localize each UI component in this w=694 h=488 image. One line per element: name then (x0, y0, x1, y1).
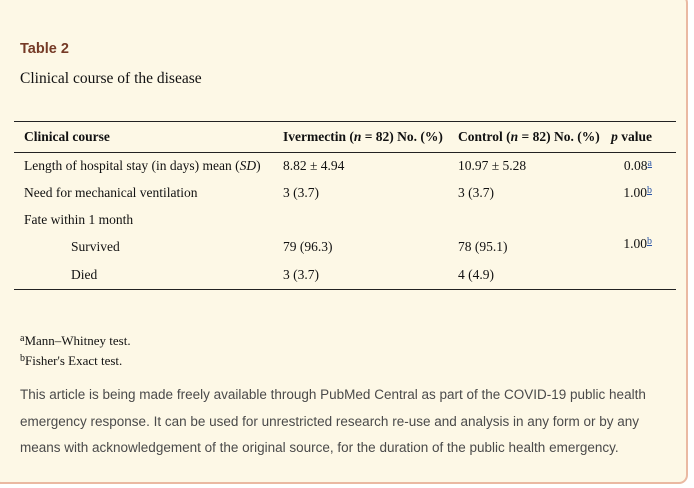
table-header-row: Clinical course Ivermectin (n = 82) No. … (14, 121, 676, 153)
footnote-link-a[interactable]: a (647, 158, 652, 170)
row-label: Length of hospital stay (in days) mean (… (24, 158, 261, 174)
table-row: Died 3 (3.7) 4 (4.9) (14, 260, 676, 290)
footnote-a-marker: a (20, 333, 25, 344)
table-row: Need for mechanical ventilation 3 (3.7) … (14, 180, 676, 207)
control-value: 10.97 ± 5.28 (458, 158, 527, 174)
table-row: Length of hospital stay (in days) mean (… (14, 153, 676, 180)
header-control: Control (n = 82) No. (%) (458, 121, 611, 153)
table-footnotes: aMann–Whitney test. bFisher's Exact test… (20, 330, 131, 370)
table-row: Fate within 1 month (14, 207, 676, 234)
pmc-covid-notice: This article is being made freely availa… (20, 387, 646, 455)
ivermectin-value: 3 (3.7) (283, 260, 458, 290)
footnote-link-b[interactable]: b (647, 236, 652, 247)
row-label: Survived (71, 239, 120, 254)
row-label: Need for mechanical ventilation (24, 185, 198, 200)
clinical-course-table: Clinical course Ivermectin (n = 82) No. … (14, 121, 676, 290)
row-label: Died (14, 260, 283, 290)
p-value: 0.08a (623, 158, 652, 174)
ivermectin-value: 79 (96.3) (283, 239, 333, 254)
control-value: 4 (4.9) (458, 260, 611, 290)
header-ivermectin: Ivermectin (n = 82) No. (%) (283, 121, 458, 153)
row-label: Fate within 1 month (24, 212, 134, 227)
p-value: 1.00b (623, 185, 652, 200)
control-value: 3 (3.7) (458, 185, 494, 200)
ivermectin-value: 8.82 ± 4.94 (283, 158, 345, 174)
footnote-b: bFisher's Exact test. (20, 353, 123, 368)
header-clinical-course: Clinical course (14, 121, 283, 153)
ivermectin-value: 3 (3.7) (283, 185, 319, 200)
footnote-b-marker: b (20, 353, 25, 364)
table-row: Survived 79 (96.3) 78 (95.1) 1.00b (14, 234, 676, 261)
control-value: 78 (95.1) (458, 239, 508, 254)
header-p-value: p value (611, 121, 676, 153)
footnote-a: aMann–Whitney test. (20, 333, 131, 348)
p-value: 1.00b (623, 236, 652, 251)
table-caption-label: Table 2 (20, 41, 69, 57)
table-caption-text: Clinical course of the disease (20, 70, 202, 87)
footnote-link-b[interactable]: b (647, 185, 652, 196)
